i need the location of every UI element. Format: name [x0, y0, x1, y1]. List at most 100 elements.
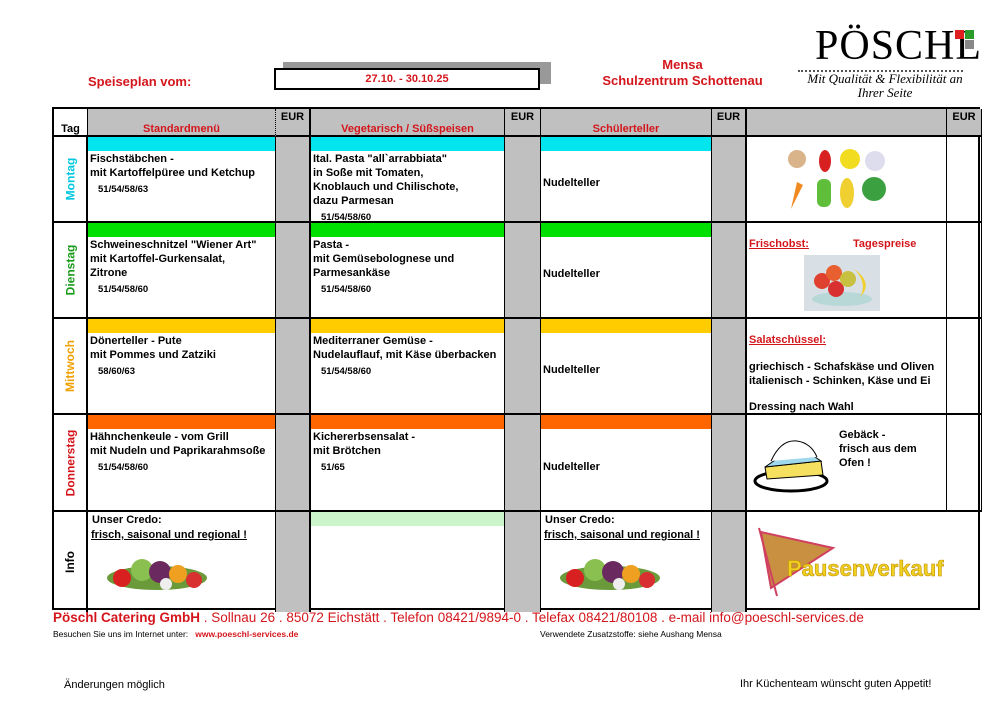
col-header-tag: Tag — [54, 109, 88, 137]
day-color-bar — [88, 415, 275, 429]
salad-dressing: Dressing nach Wahl — [749, 401, 854, 413]
logo-wordmark: PÖSCHL — [815, 23, 983, 69]
eur-cell — [276, 415, 311, 512]
day-label-info: Info — [54, 512, 88, 612]
day-color-bar — [88, 137, 275, 151]
pausenverkauf-text: Pausenverkauf — [787, 556, 944, 581]
vegetables-image — [107, 559, 207, 590]
eur-cell — [276, 223, 311, 319]
additive-codes: 58/60/63 — [98, 366, 135, 377]
vegetables-illustration — [788, 149, 886, 209]
vegetarian-cell: Kichererbsensalat - mit Brötchen 51/65 — [311, 415, 505, 512]
col-header-eur: EUR — [712, 109, 747, 137]
company-address: . Sollnau 26 . 85072 Eichstätt . Telefon… — [200, 610, 864, 625]
logo-square-red — [955, 30, 964, 39]
standard-cell: Hähnchenkeule - vom Grill mit Nudeln und… — [88, 415, 276, 512]
salad-option-italian: italienisch - Schinken, Käse und Ei — [749, 375, 931, 387]
pausenverkauf-logo: Pausenverkauf — [758, 527, 944, 597]
website-link[interactable]: www.poeschl-services.de — [195, 629, 299, 639]
pupil-dish: Nudelteller — [543, 364, 600, 376]
location: Mensa Schulzentrum Schottenau — [600, 57, 765, 89]
additive-codes: 51/54/58/60 — [321, 366, 372, 377]
cake-image — [753, 440, 829, 493]
eur-cell — [505, 319, 541, 415]
salad-option-greek: griechisch - Schafskäse und Oliven — [749, 361, 935, 373]
day-color-bar — [311, 319, 504, 333]
logo-square-green — [965, 30, 974, 39]
eur-cell — [712, 415, 747, 512]
menu-table: Tag Standardmenü EUR Vegetarisch / Süßsp… — [52, 107, 982, 612]
logo-tagline: Mit Qualität & Flexibilität an Ihrer Sei… — [807, 71, 963, 100]
logo-square-gray — [965, 40, 974, 49]
eur-cell — [505, 137, 541, 223]
credo-title: Unser Credo: — [92, 514, 162, 526]
eur-cell — [505, 512, 541, 612]
credo-cell: Unser Credo: frisch, saisonal und region… — [541, 512, 712, 612]
eur-cell — [712, 137, 747, 223]
vegetarian-dish: Pasta - mit Gemüsebolognese und Parmesan… — [313, 239, 455, 279]
logo-divider — [798, 70, 963, 72]
day-color-bar — [541, 223, 711, 237]
day-color-bar — [88, 223, 275, 237]
fruit-price: Tagespreise — [853, 238, 917, 250]
eur-cell — [276, 137, 311, 223]
col-header-eur: EUR — [947, 109, 982, 137]
pupil-cell: Nudelteller — [541, 415, 712, 512]
location-line2: Schulzentrum Schottenau — [602, 73, 763, 88]
location-line1: Mensa — [662, 57, 703, 72]
day-color-bar — [541, 137, 711, 151]
standard-dish: Fischstäbchen - mit Kartoffelpüree und K… — [90, 153, 256, 179]
vegetarian-dish: Ital. Pasta "all`arrabbiata" in Soße mit… — [313, 153, 459, 207]
eur-cell — [947, 137, 982, 223]
info-label: Info — [63, 551, 77, 573]
credo-title: Unser Credo: — [545, 514, 615, 526]
fruit-label: Frischobst: — [749, 238, 809, 250]
pupil-dish: Nudelteller — [543, 460, 600, 473]
veggie-characters-image — [747, 137, 947, 223]
pupil-dish: Nudelteller — [543, 177, 600, 189]
standard-cell: Dönerteller - Pute mit Pommes und Zatzik… — [88, 319, 276, 415]
additive-codes: 51/65 — [321, 462, 345, 473]
additive-codes: 51/54/58/60 — [98, 462, 149, 473]
eur-cell — [505, 223, 541, 319]
eur-cell — [947, 415, 982, 512]
eur-cell — [276, 319, 311, 415]
additive-codes: 51/54/58/60 — [321, 212, 372, 223]
additives-note: Verwendete Zusatzstoffe: siehe Aushang M… — [540, 629, 722, 639]
vegetarian-dish: Kichererbsensalat - mit Brötchen — [313, 431, 416, 457]
vegetarian-cell: Pasta - mit Gemüsebolognese und Parmesan… — [311, 223, 505, 319]
salad-cell: Salatschüssel: griechisch - Schafskäse u… — [747, 319, 947, 415]
pupil-cell: Nudelteller — [541, 319, 712, 415]
eur-cell — [505, 415, 541, 512]
pausenverkauf-cell: Pausenverkauf — [747, 512, 982, 612]
additive-codes: 51/54/58/63 — [98, 184, 149, 195]
visit-label: Besuchen Sie uns im Internet unter: — [53, 629, 189, 639]
standard-dish: Dönerteller - Pute mit Pommes und Zatzik… — [90, 335, 216, 361]
day-name: Donnerstag — [63, 429, 77, 496]
credo-cell: Unser Credo: frisch, saisonal und region… — [88, 512, 276, 612]
col-header-eur: EUR — [276, 109, 311, 137]
pupil-dish: Nudelteller — [543, 268, 600, 280]
eur-cell — [712, 223, 747, 319]
day-color-bar — [541, 415, 711, 429]
day-label-tuesday: Dienstag — [54, 223, 88, 319]
day-name: Mittwoch — [63, 340, 77, 392]
pupil-cell: Nudelteller — [541, 137, 712, 223]
standard-cell: Schweineschnitzel "Wiener Art" mit Karto… — [88, 223, 276, 319]
fruit-cell: Frischobst: Tagespreise — [747, 223, 947, 319]
additive-codes: 51/54/58/60 — [321, 284, 372, 295]
vegetarian-dish: Mediterraner Gemüse - Nudelauflauf, mit … — [313, 335, 497, 361]
info-color-bar — [311, 512, 504, 526]
day-label-wednesday: Mittwoch — [54, 319, 88, 415]
vegetarian-cell: Ital. Pasta "all`arrabbiata" in Soße mit… — [311, 137, 505, 223]
vegetables-image — [560, 559, 660, 590]
day-color-bar — [88, 319, 275, 333]
footer-company: Pöschl Catering GmbH . Sollnau 26 . 8507… — [53, 610, 864, 625]
standard-cell: Fischstäbchen - mit Kartoffelpüree und K… — [88, 137, 276, 223]
col-header-standard: Standardmenü — [88, 109, 276, 137]
col-header-vegetarian: Vegetarisch / Süßspeisen — [311, 109, 505, 137]
day-color-bar — [311, 137, 504, 151]
greeting: Ihr Küchenteam wünscht guten Appetit! — [740, 678, 932, 690]
standard-dish: Schweineschnitzel "Wiener Art" mit Karto… — [90, 239, 257, 279]
date-range: 27.10. - 30.10.25 — [274, 68, 540, 90]
